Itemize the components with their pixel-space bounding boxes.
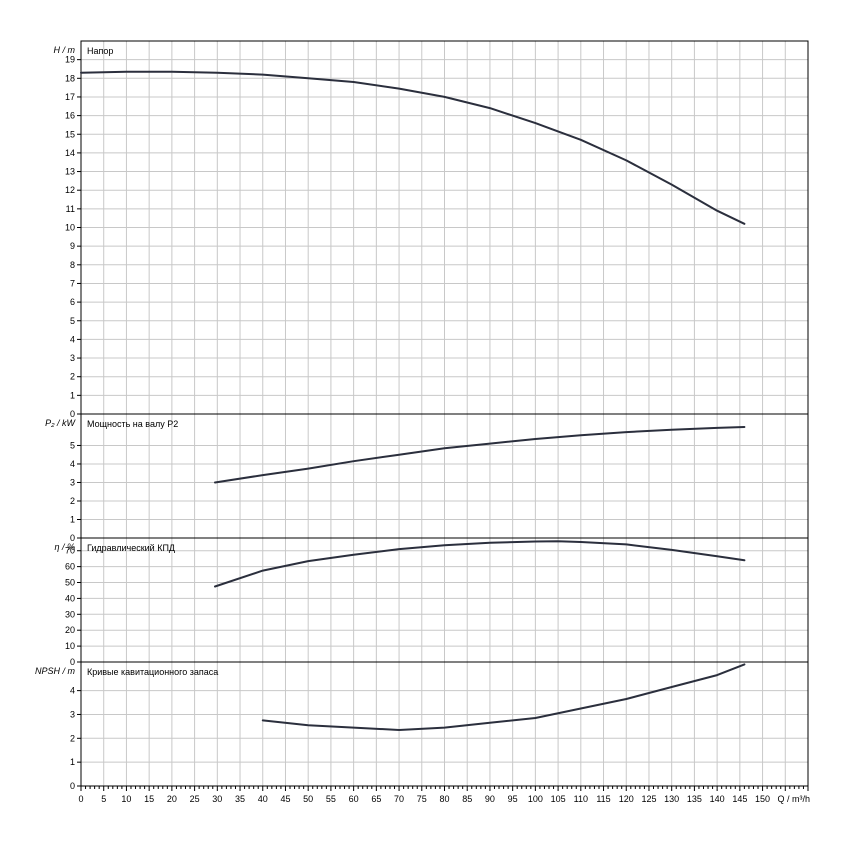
efficiency-ytick-label: 40 <box>65 593 75 603</box>
x-tick-label: 150 <box>755 794 770 804</box>
x-tick-label: 105 <box>551 794 566 804</box>
x-tick-label: 125 <box>641 794 656 804</box>
head-ytick-label: 11 <box>66 204 75 214</box>
npsh-panel-title: Кривые кавитационного запаса <box>87 667 218 677</box>
head-ytick-label: 2 <box>70 372 75 382</box>
npsh-series-line <box>261 663 746 731</box>
head-ytick-label: 12 <box>65 185 75 195</box>
head-ytick-label: 9 <box>70 241 75 251</box>
npsh-ytick-label: 3 <box>70 709 75 719</box>
efficiency-ytick-label: 70 <box>65 546 75 556</box>
x-tick-label: 45 <box>280 794 290 804</box>
x-tick-label: 50 <box>303 794 313 804</box>
head-ytick-label: 16 <box>65 111 75 121</box>
power-panel-title: Мощность на валу P2 <box>87 419 178 429</box>
power-ytick-label: 1 <box>70 514 75 524</box>
head-ytick-label: 5 <box>70 316 75 326</box>
head-ytick-label: 8 <box>70 260 75 270</box>
x-tick-label: 60 <box>349 794 359 804</box>
head-ytick-label: 13 <box>65 167 75 177</box>
power-ytick-label: 3 <box>70 477 75 487</box>
x-tick-label: 95 <box>508 794 518 804</box>
efficiency-ytick-label: 60 <box>65 562 75 572</box>
efficiency-ytick-label: 50 <box>65 578 75 588</box>
head-ytick-label: 1 <box>70 390 75 400</box>
npsh-ytick-label: 1 <box>70 757 75 767</box>
x-tick-label: 30 <box>212 794 222 804</box>
efficiency-series-line <box>214 540 746 588</box>
x-tick-label: 90 <box>485 794 495 804</box>
power-axis-label: P₂ / kW <box>45 418 76 428</box>
x-tick-label: 85 <box>462 794 472 804</box>
x-tick-label: 145 <box>732 794 747 804</box>
head-panel-title: Напор <box>87 46 113 56</box>
x-tick-label: 40 <box>258 794 268 804</box>
head-series-line <box>80 70 746 225</box>
power-ytick-label: 4 <box>70 459 75 469</box>
head-ytick-label: 6 <box>70 297 75 307</box>
npsh-axis-label: NPSH / m <box>35 666 76 676</box>
x-tick-label: 15 <box>144 794 154 804</box>
x-tick-label: 5 <box>101 794 106 804</box>
x-tick-label: 65 <box>371 794 381 804</box>
x-tick-label: 55 <box>326 794 336 804</box>
head-ytick-label: 0 <box>70 409 75 419</box>
x-tick-label: 10 <box>121 794 131 804</box>
efficiency-ytick-label: 30 <box>65 609 75 619</box>
x-tick-label: 35 <box>235 794 245 804</box>
efficiency-ytick-label: 0 <box>70 657 75 667</box>
x-tick-label: 75 <box>417 794 427 804</box>
x-tick-label: 115 <box>596 794 610 804</box>
x-tick-label: 100 <box>528 794 543 804</box>
x-tick-label: 135 <box>687 794 702 804</box>
x-tick-label: 120 <box>619 794 634 804</box>
x-tick-label: 0 <box>78 794 83 804</box>
power-ytick-label: 0 <box>70 533 75 543</box>
efficiency-ytick-label: 20 <box>65 625 75 635</box>
efficiency-panel-title: Гидравлический КПД <box>87 543 175 553</box>
x-tick-label: 70 <box>394 794 404 804</box>
x-axis-label: Q / m³/h <box>777 794 810 804</box>
x-tick-label: 110 <box>574 794 588 804</box>
head-ytick-label: 15 <box>65 129 75 139</box>
head-axis-label: H / m <box>54 45 76 55</box>
head-ytick-label: 14 <box>65 148 75 158</box>
power-ytick-label: 2 <box>70 496 75 506</box>
efficiency-ytick-label: 10 <box>65 641 75 651</box>
x-tick-label: 80 <box>439 794 449 804</box>
head-ytick-label: 4 <box>70 334 75 344</box>
x-tick-label: 25 <box>190 794 200 804</box>
head-ytick-label: 10 <box>65 223 75 233</box>
npsh-ytick-label: 2 <box>70 733 75 743</box>
head-ytick-label: 3 <box>70 353 75 363</box>
x-tick-label: 140 <box>710 794 725 804</box>
x-tick-label: 130 <box>664 794 679 804</box>
npsh-ytick-label: 0 <box>70 781 75 791</box>
head-ytick-label: 17 <box>65 92 75 102</box>
head-ytick-label: 19 <box>65 55 75 65</box>
head-ytick-label: 18 <box>65 73 75 83</box>
power-ytick-label: 5 <box>70 440 75 450</box>
x-tick-label: 20 <box>167 794 177 804</box>
power-series-line <box>214 426 746 484</box>
head-ytick-label: 7 <box>70 278 75 288</box>
efficiency-axis-label: η / % <box>54 542 75 552</box>
npsh-ytick-label: 4 <box>70 686 75 696</box>
